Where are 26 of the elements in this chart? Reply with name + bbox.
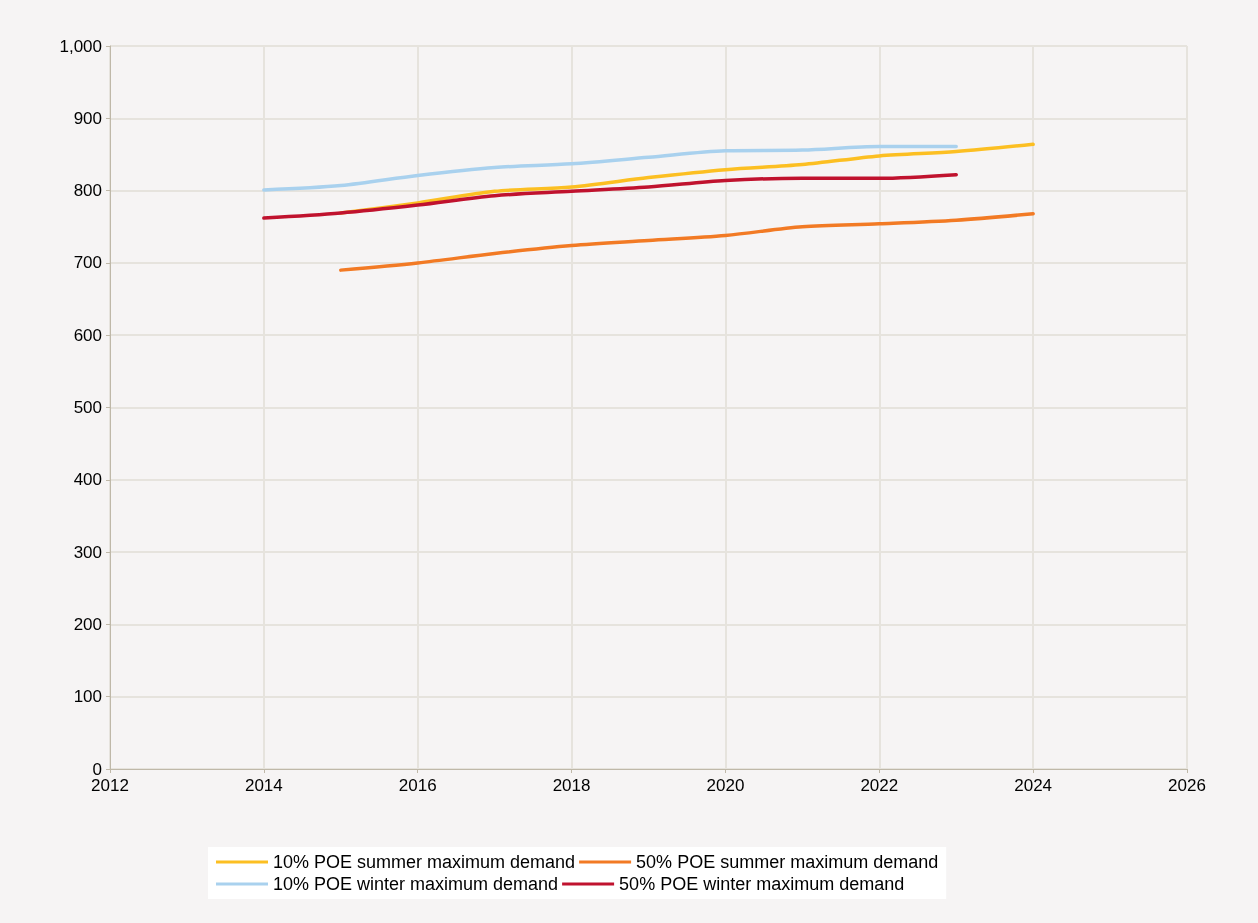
legend-label: 50% POE winter maximum demand [619,874,905,894]
y-tick-label: 500 [73,398,102,417]
x-tick-label: 2014 [244,776,283,795]
legend-label: 50% POE summer maximum demand [636,852,939,872]
y-tick-label: 300 [73,542,102,562]
y-tick-label: 700 [73,253,102,273]
y-tick-label: 800 [73,181,102,201]
x-tick-label: 2012 [91,776,129,795]
x-tick-label: 2024 [1014,776,1053,795]
line-series [339,211,1035,272]
y-tick-label: 400 [73,470,102,490]
y-tick-label: 200 [73,614,102,634]
x-tick-label: 2022 [860,776,899,795]
line-series [262,172,958,220]
x-tick-label: 2026 [1168,776,1206,795]
y-tick-label: 1,000 [59,36,102,56]
x-tick-label: 2020 [706,776,745,795]
x-tick-label: 2016 [398,776,437,795]
line-series [262,144,958,192]
y-tick-label: 600 [73,325,102,345]
y-tick-label: 100 [73,687,102,707]
y-tick-label: 0 [92,759,102,779]
y-tick-label: 900 [73,108,102,128]
legend-label: 10% POE winter maximum demand [273,874,559,894]
x-tick-label: 2018 [552,776,591,795]
legend-label: 10% POE summer maximum demand [273,852,576,872]
